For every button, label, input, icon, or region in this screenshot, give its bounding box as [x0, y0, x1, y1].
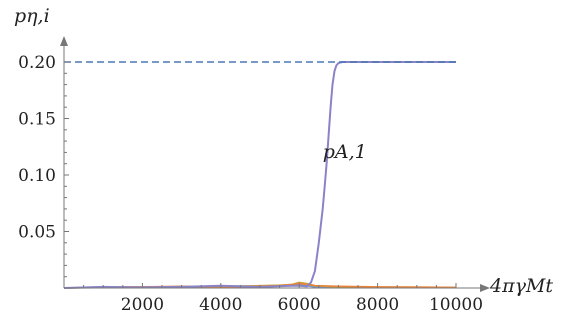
plot-lines [63, 61, 457, 289]
x-tick-label: 10000 [429, 295, 483, 315]
y-tick-label: 0.15 [18, 110, 56, 130]
x-axis-label: 4πγMt [489, 275, 553, 297]
y-tick-label: 0.10 [18, 166, 56, 186]
x-tick-label: 6000 [278, 295, 321, 315]
x-tick-label: 2000 [121, 295, 164, 315]
annotation-pA1: pA,1 [323, 141, 367, 163]
x-ticks: 2000 4000 6000 8000 10000 [83, 283, 483, 315]
y-axis-label: pη,i [14, 5, 50, 27]
x-tick-label: 8000 [356, 295, 399, 315]
series-line-0 [63, 61, 456, 289]
x-axis-arrow [480, 284, 490, 292]
y-tick-label: 0.05 [18, 223, 56, 243]
y-ticks: 0.05 0.10 0.15 0.20 [18, 53, 69, 278]
y-tick-label: 0.20 [18, 53, 56, 73]
x-tick-label: 4000 [199, 295, 242, 315]
y-axis-arrow [60, 36, 68, 46]
